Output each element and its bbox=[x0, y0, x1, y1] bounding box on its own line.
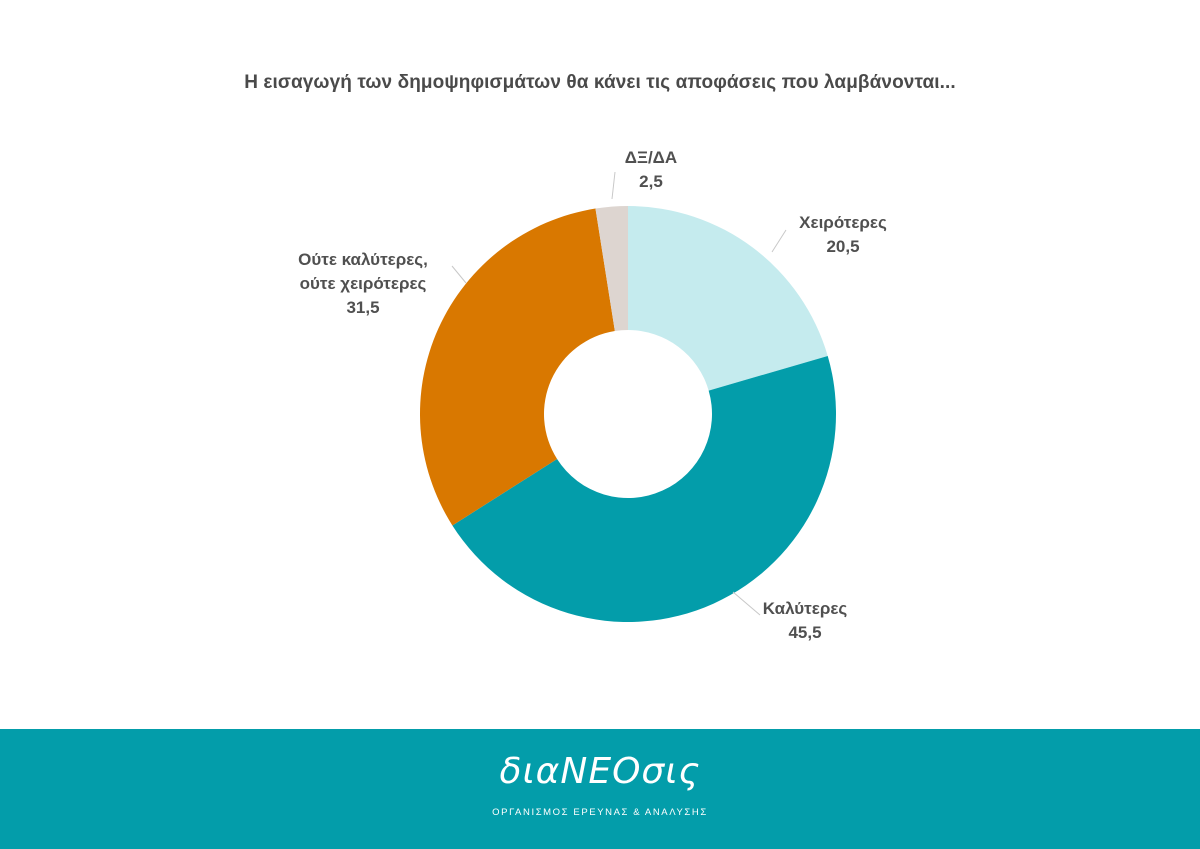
slice-category-label: Καλύτερες bbox=[763, 599, 848, 618]
donut-slice bbox=[419, 208, 615, 526]
leader-line bbox=[732, 591, 761, 616]
donut-slice bbox=[628, 206, 828, 391]
donut-slice bbox=[595, 206, 628, 332]
slice-category-label: Ούτε καλύτερες, bbox=[298, 250, 428, 269]
donut-chart: Χειρότερες 20,5 Καλύτερες 45,5 Ούτε καλύτερε… bbox=[298, 148, 887, 642]
leader-line bbox=[771, 229, 787, 253]
logo-tagline: ΟΡΓΑΝΙΣΜΟΣ ΕΡΕΥΝΑΣ & ΑΝΑΛΥΣΗΣ bbox=[492, 807, 708, 818]
donut-slice bbox=[452, 355, 836, 623]
leader-line bbox=[451, 265, 467, 284]
slice-category-label: ΔΞ/ΔΑ bbox=[625, 148, 677, 167]
slice-category-label: Χειρότερες bbox=[799, 213, 887, 232]
slice-category-label: ούτε χειρότερες bbox=[300, 274, 427, 293]
leader-line bbox=[611, 171, 616, 200]
footer-bar: διαΝΕΟσις ΟΡΓΑΝΙΣΜΟΣ ΕΡΕΥΝΑΣ & ΑΝΑΛΥΣΗΣ bbox=[0, 729, 1200, 849]
slice-value-label: 20,5 bbox=[826, 237, 859, 256]
dianeosis-logo: διαΝΕΟσις bbox=[499, 751, 701, 792]
slice-value-label: 45,5 bbox=[788, 623, 821, 642]
slice-value-label: 2,5 bbox=[639, 172, 663, 191]
chart-title: Η εισαγωγή των δημοψηφισμάτων θα κάνει τ… bbox=[244, 72, 956, 93]
slice-value-label: 31,5 bbox=[346, 298, 379, 317]
